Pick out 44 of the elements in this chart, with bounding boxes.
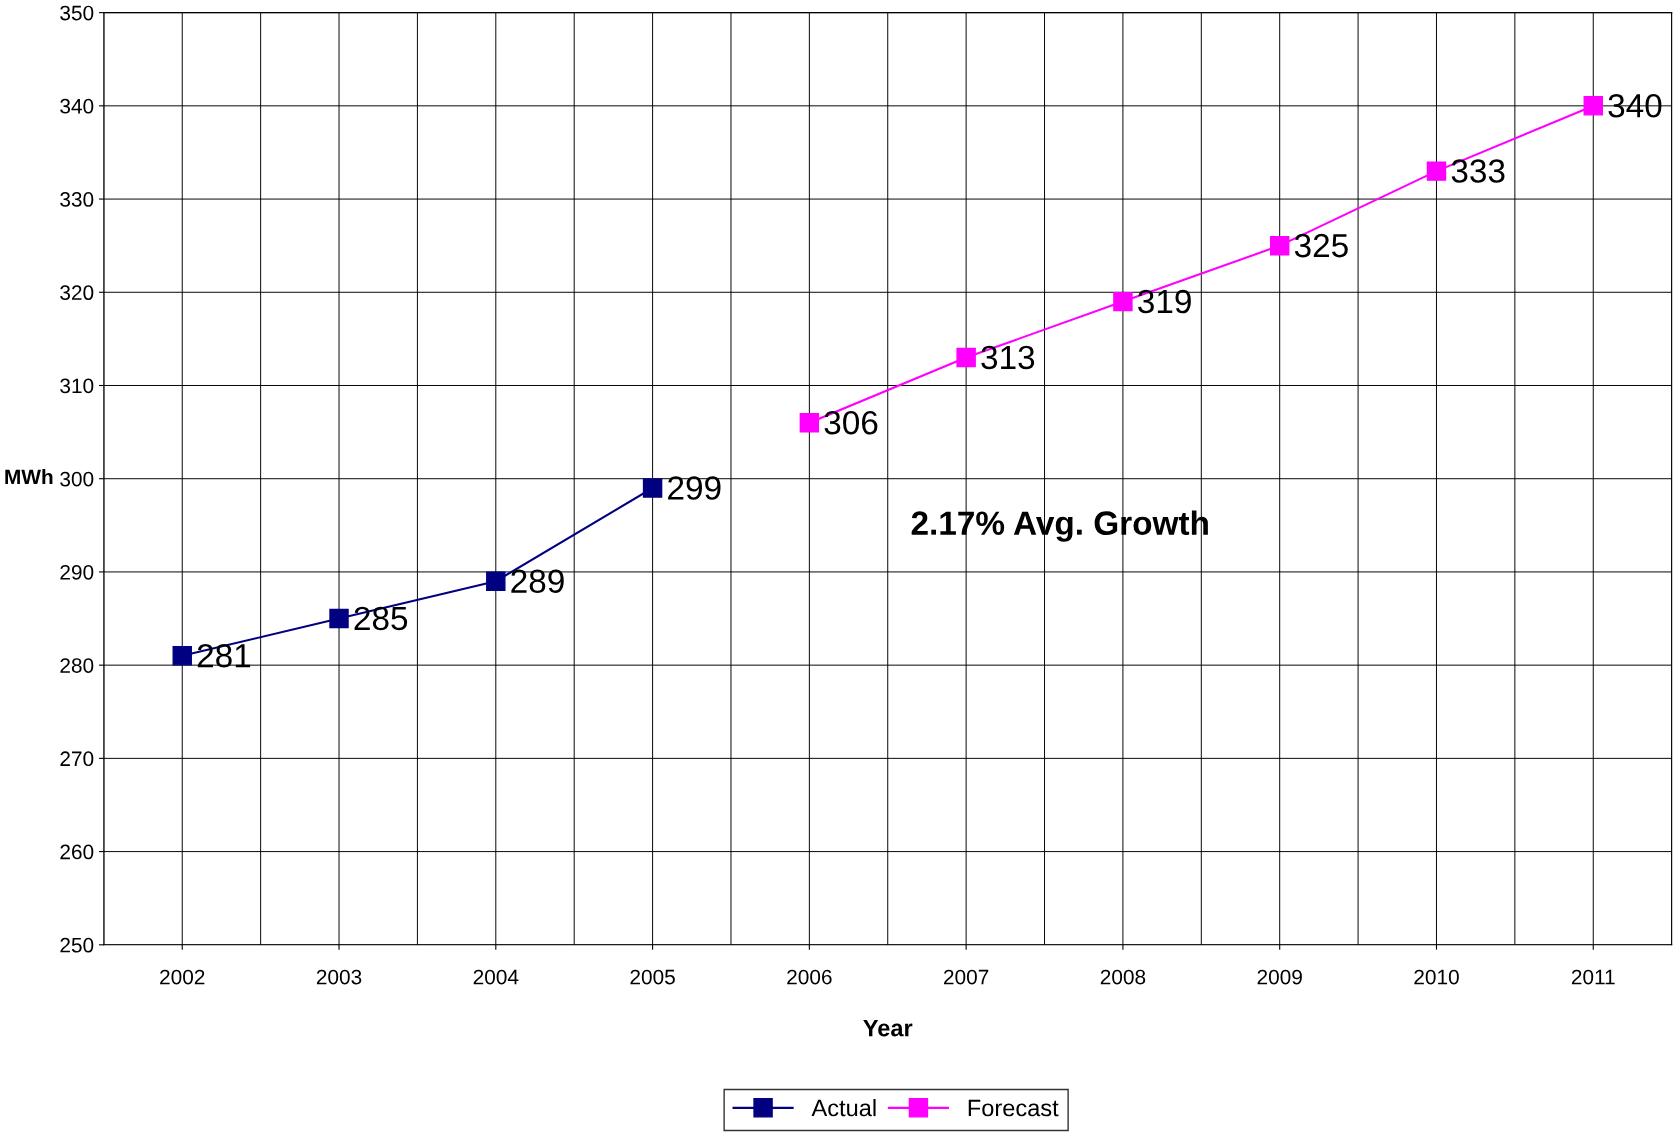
data-label: 325 [1294,233,1348,258]
y-tick-label: 310 [60,378,94,394]
y-tick-label: 250 [60,937,94,953]
y-tick-label: 260 [60,844,94,860]
point [1113,291,1133,312]
legend-label: Forecast [968,1099,1059,1117]
x-tick-label: 2010 [1414,969,1459,985]
x-tick-label: 2005 [630,969,675,985]
data-label: 285 [354,606,408,631]
point [1583,96,1603,116]
point [799,413,820,433]
point [1269,235,1290,256]
data-label: 313 [981,345,1035,370]
y-tick-label: 300 [60,471,94,487]
data-label: 289 [511,569,564,593]
point [486,571,506,591]
y-tick-label: 280 [60,658,94,673]
x-tick-label: 2008 [1100,969,1146,985]
x-axis-title: Year [863,1019,913,1037]
data-label: 299 [668,476,721,500]
y-tick-label: 270 [60,751,94,767]
data-label: 306 [824,410,878,435]
data-label: 319 [1138,289,1191,314]
legend-label: Actual [811,1099,876,1117]
x-tick-label: 2006 [787,969,832,985]
point [642,478,663,498]
y-tick-label: 340 [60,98,94,114]
y-tick-label: 320 [60,285,94,301]
y-tick-label: 350 [60,5,94,21]
point [956,347,976,368]
x-tick-label: 2009 [1257,969,1302,985]
point [1426,161,1447,181]
y-tick-label: 330 [60,192,94,207]
x-tick-label: 2003 [316,969,362,985]
x-tick-label: 2011 [1571,969,1615,985]
x-tick-label: 2004 [473,969,519,985]
y-axis-title: MWh [5,469,53,485]
point [172,646,192,666]
y-tick-label: 290 [60,564,94,580]
point [329,608,349,629]
data-label: 333 [1451,159,1505,183]
x-tick-label: 2002 [160,969,205,985]
data-label: 281 [197,643,251,668]
x-tick-label: 2007 [944,969,989,985]
